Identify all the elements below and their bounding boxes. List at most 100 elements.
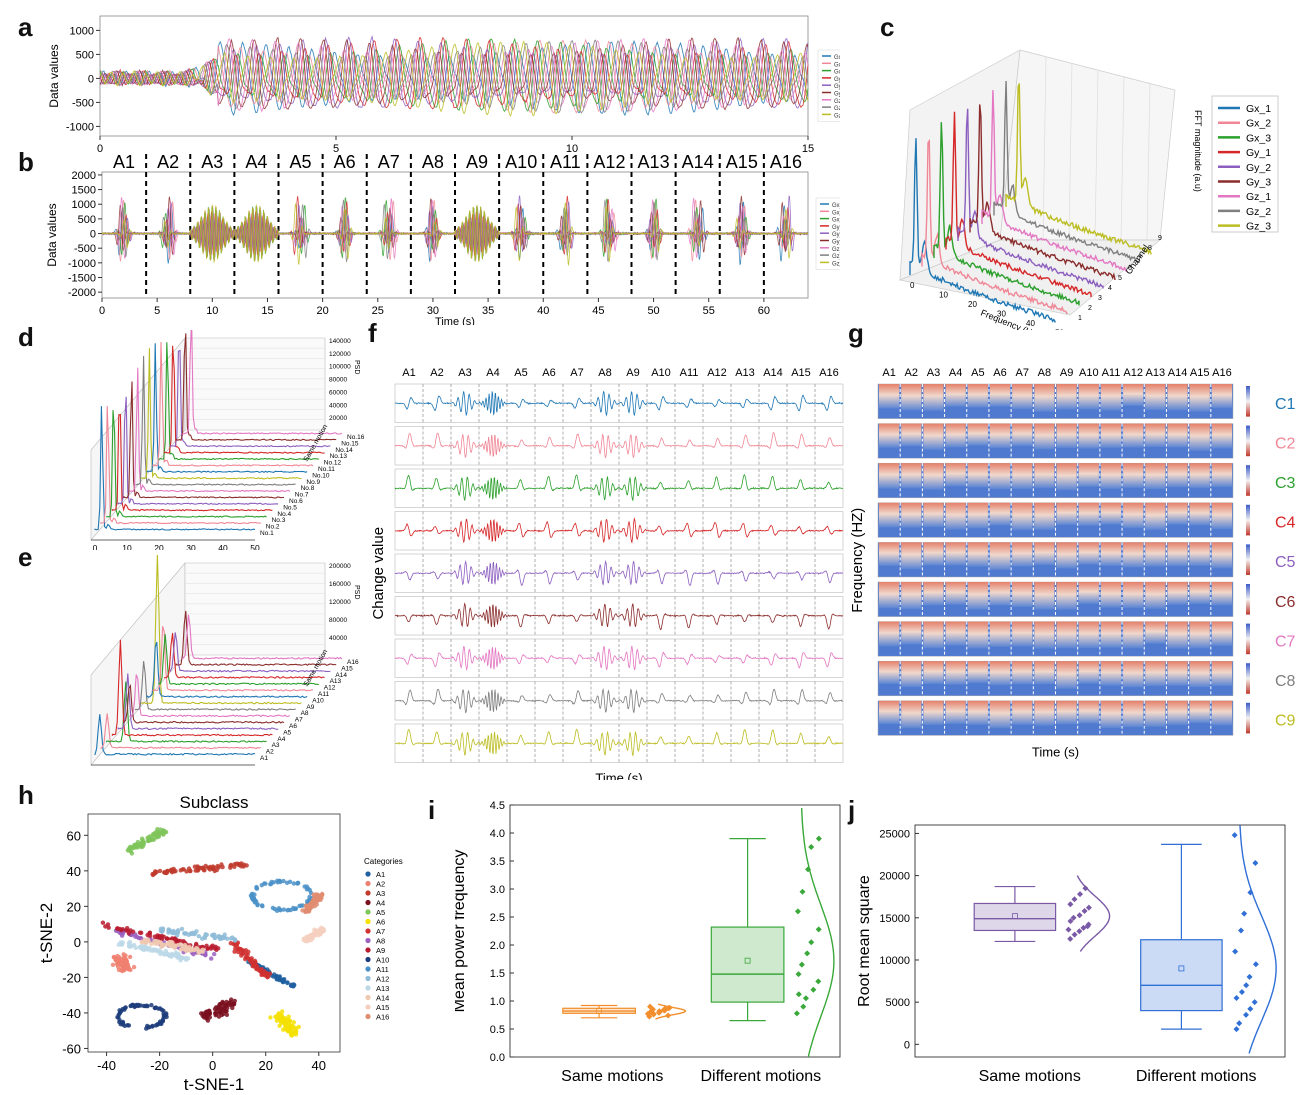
a-ytick-label: 0 bbox=[88, 73, 94, 85]
h-point-A2 bbox=[127, 954, 133, 960]
j-mean-marker bbox=[1178, 965, 1185, 972]
g-cell bbox=[901, 502, 922, 528]
d-series bbox=[158, 342, 319, 461]
c-xtick-label: 10 bbox=[939, 291, 948, 300]
panel-label-j: j bbox=[848, 795, 856, 825]
g-cell bbox=[923, 423, 944, 450]
d-series bbox=[175, 333, 337, 441]
i-ytick-label: 1.0 bbox=[490, 996, 505, 1008]
panel-label-d: d bbox=[18, 322, 34, 352]
e-ztick-label: 160000 bbox=[329, 581, 351, 588]
e-xtick-label: 30 bbox=[186, 768, 196, 770]
h-point-A14 bbox=[191, 948, 196, 953]
i-ytick-label: 0.0 bbox=[490, 1052, 505, 1064]
h-point-A11 bbox=[307, 887, 312, 893]
g-cell bbox=[1078, 423, 1099, 449]
h-point-A11 bbox=[281, 878, 286, 884]
i-data-point bbox=[644, 1010, 651, 1017]
g-cell bbox=[879, 700, 900, 725]
g-cell bbox=[1167, 384, 1188, 411]
j-data-point bbox=[1238, 927, 1245, 934]
g-cell bbox=[1211, 502, 1232, 530]
h-point-A16 bbox=[303, 903, 308, 909]
h-legend-marker bbox=[365, 985, 371, 991]
e-series-label: A5 bbox=[283, 729, 291, 736]
g-segment-label: A4 bbox=[949, 367, 962, 379]
a-legend-label: Gx_1 bbox=[834, 55, 840, 61]
d-series-label: No.13 bbox=[330, 453, 348, 460]
d-series-label: No.1 bbox=[260, 530, 274, 537]
i-data-point bbox=[815, 978, 822, 985]
j-data-point bbox=[1231, 832, 1238, 839]
e-series bbox=[152, 626, 314, 692]
b-legend-label: Gx_3 bbox=[832, 218, 840, 224]
d-series bbox=[140, 348, 302, 480]
d-xtick-label: 10 bbox=[122, 543, 132, 550]
b-segment-label: A4 bbox=[245, 152, 267, 172]
d-xtick-label: 30 bbox=[186, 543, 196, 550]
a-series-Gz_1 bbox=[99, 37, 809, 113]
g-cell bbox=[879, 661, 900, 684]
h-point-A2 bbox=[115, 953, 120, 959]
h-point-A4 bbox=[214, 1009, 219, 1015]
g-colorbar bbox=[1246, 425, 1250, 457]
b-ytick-label: 2000 bbox=[72, 170, 96, 182]
h-legend-marker bbox=[365, 1013, 371, 1020]
h-title: Subclass bbox=[180, 793, 249, 812]
h-point-A12 bbox=[166, 930, 171, 935]
i-ytick-label: 3.0 bbox=[490, 884, 505, 896]
h-point-A9 bbox=[205, 946, 210, 951]
h-point-A2 bbox=[110, 962, 116, 967]
d-ztick-label: 40000 bbox=[329, 402, 347, 409]
h-ytick-label: 0 bbox=[74, 935, 81, 950]
h-point-A3 bbox=[178, 868, 183, 873]
f-series-row bbox=[394, 645, 843, 672]
h-point-A9 bbox=[130, 929, 136, 934]
a-series-Gy_2 bbox=[99, 34, 809, 109]
g-cell bbox=[1078, 700, 1099, 724]
g-cell bbox=[1211, 661, 1232, 687]
g-cell bbox=[923, 700, 944, 726]
h-point-A9 bbox=[147, 930, 153, 935]
d-series-label: No.7 bbox=[295, 492, 309, 499]
g-cell bbox=[1012, 502, 1033, 531]
a-ytick-label: 500 bbox=[76, 49, 94, 61]
g-cell bbox=[923, 661, 944, 685]
g-segment-label: A13 bbox=[1146, 367, 1166, 379]
g-cell bbox=[1034, 502, 1055, 530]
a-series-Gz_2 bbox=[99, 39, 809, 114]
d-series-label: No.14 bbox=[335, 447, 353, 454]
c-ytick-label: 8 bbox=[1148, 245, 1152, 252]
h-point-A3 bbox=[164, 868, 170, 874]
g-segment-label: A11 bbox=[1102, 367, 1121, 379]
d-series bbox=[146, 343, 308, 473]
j-data-point bbox=[1077, 891, 1084, 898]
g-cell bbox=[1123, 423, 1144, 448]
g-cell bbox=[1189, 542, 1210, 566]
h-point-A11 bbox=[259, 883, 264, 888]
e-series-label: A4 bbox=[277, 736, 285, 743]
c-gridline bbox=[1146, 82, 1151, 241]
g-segment-label: A7 bbox=[1015, 367, 1028, 379]
g-segment-label: A1 bbox=[882, 367, 895, 379]
h-point-A12 bbox=[192, 931, 197, 937]
h-point-A4 bbox=[220, 1000, 226, 1006]
i-data-point bbox=[805, 866, 812, 873]
h-point-A14 bbox=[167, 939, 172, 945]
h-point-A6 bbox=[287, 1018, 292, 1024]
g-cell bbox=[1145, 542, 1166, 567]
g-segment-label: A15 bbox=[1190, 367, 1210, 379]
h-point-A12 bbox=[217, 934, 222, 939]
b-segment-label: A12 bbox=[593, 152, 625, 172]
h-point-A1 bbox=[285, 980, 290, 986]
h-point-A10 bbox=[159, 1007, 165, 1013]
b-xtick-label: 25 bbox=[372, 305, 384, 317]
h-xtick-label: -40 bbox=[97, 1058, 116, 1073]
g-cell bbox=[1012, 423, 1033, 447]
g-cell bbox=[901, 423, 922, 447]
g-cell bbox=[1211, 621, 1232, 646]
g-cell bbox=[1078, 463, 1099, 487]
i-ytick-label: 2.0 bbox=[490, 940, 505, 952]
h-legend-label: A14 bbox=[376, 994, 389, 1003]
h-ytick-label: -40 bbox=[62, 1006, 81, 1021]
